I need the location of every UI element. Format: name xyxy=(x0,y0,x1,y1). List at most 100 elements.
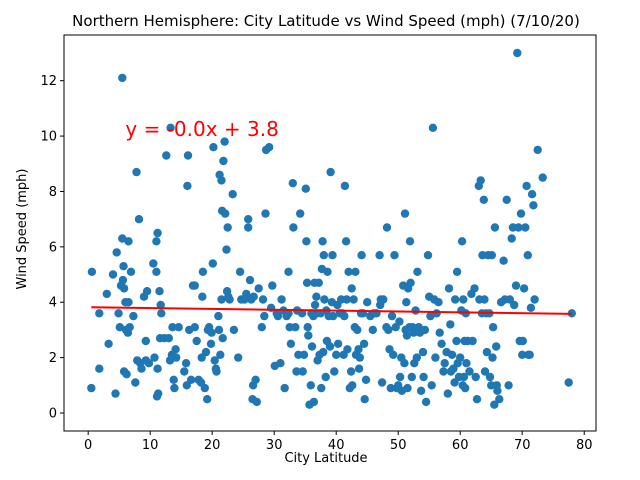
data-point xyxy=(304,331,313,340)
data-point xyxy=(444,284,454,293)
data-point xyxy=(153,364,162,373)
data-point xyxy=(291,323,300,332)
data-point xyxy=(533,145,542,155)
data-point xyxy=(521,223,530,232)
data-point xyxy=(181,359,191,368)
data-point xyxy=(413,267,422,276)
data-point xyxy=(440,359,449,368)
data-point xyxy=(312,292,321,301)
data-point xyxy=(412,353,421,362)
data-point xyxy=(487,251,496,260)
data-point xyxy=(149,259,158,268)
data-point xyxy=(203,395,212,404)
data-point xyxy=(87,383,96,393)
data-point xyxy=(411,306,420,315)
data-point xyxy=(268,281,277,290)
data-point xyxy=(124,298,133,307)
data-point xyxy=(459,372,469,382)
data-point xyxy=(245,275,255,285)
data-point xyxy=(222,245,231,254)
data-point xyxy=(299,350,309,359)
data-point xyxy=(307,342,317,351)
data-point xyxy=(286,339,296,348)
data-point xyxy=(421,397,431,407)
x-tick-label: 40 xyxy=(328,438,345,453)
data-point xyxy=(208,259,217,268)
data-point xyxy=(228,190,237,199)
data-point xyxy=(280,383,289,393)
data-point xyxy=(111,389,120,398)
data-point xyxy=(142,287,152,296)
data-point xyxy=(564,378,573,387)
data-point xyxy=(112,248,121,257)
data-point xyxy=(310,300,320,310)
data-point xyxy=(361,375,371,384)
data-point xyxy=(157,309,166,318)
data-point xyxy=(129,311,138,321)
y-tick-label: 10 xyxy=(40,130,57,145)
data-point xyxy=(212,367,221,376)
data-point xyxy=(125,323,134,332)
data-point xyxy=(406,278,415,287)
data-point xyxy=(95,364,104,373)
data-point xyxy=(156,300,165,310)
data-point xyxy=(472,395,482,404)
data-point xyxy=(513,48,522,58)
data-point xyxy=(439,367,448,376)
regression-line-path xyxy=(91,306,572,315)
data-point xyxy=(200,383,209,393)
data-point xyxy=(395,372,405,382)
data-point xyxy=(314,278,323,287)
data-point xyxy=(297,309,307,318)
data-point xyxy=(499,256,508,265)
x-axis-label: City Latitude xyxy=(284,451,367,466)
y-axis-ticks: 0 2 4 6 8 10 12 xyxy=(40,74,64,422)
data-point xyxy=(124,237,133,246)
data-point xyxy=(302,237,311,246)
chart-title: Northern Hemisphere: City Latitude vs Wi… xyxy=(72,12,580,30)
data-point xyxy=(516,209,526,218)
y-tick-label: 12 xyxy=(40,74,57,89)
data-point xyxy=(209,143,218,152)
data-point xyxy=(330,367,339,376)
data-point xyxy=(150,353,159,362)
data-point xyxy=(319,251,328,260)
data-point xyxy=(435,328,444,337)
data-point xyxy=(446,320,455,329)
data-point xyxy=(527,190,537,199)
data-point xyxy=(402,298,411,307)
data-point xyxy=(480,367,490,376)
data-point xyxy=(220,137,229,146)
data-point xyxy=(402,331,412,340)
y-tick-label: 2 xyxy=(49,351,57,366)
data-point xyxy=(206,339,216,348)
data-point xyxy=(431,353,440,362)
data-point xyxy=(289,223,298,232)
data-point xyxy=(485,372,495,382)
data-point xyxy=(346,367,356,376)
data-point xyxy=(219,156,228,166)
data-point xyxy=(395,317,404,326)
x-tick-label: 30 xyxy=(266,438,283,453)
data-point xyxy=(349,295,358,304)
data-point xyxy=(526,303,536,312)
data-point xyxy=(122,370,131,379)
data-point xyxy=(538,173,547,182)
data-point xyxy=(234,353,243,362)
x-axis-ticks: 0 10 20 30 40 50 60 70 80 xyxy=(84,431,592,453)
data-point xyxy=(132,167,141,177)
data-point xyxy=(504,381,513,390)
data-point xyxy=(284,309,293,318)
data-point xyxy=(217,295,226,304)
data-point xyxy=(432,309,441,318)
data-point xyxy=(480,295,489,304)
x-tick-label: 50 xyxy=(390,438,407,453)
data-point xyxy=(242,289,251,299)
data-point xyxy=(192,336,201,346)
data-point xyxy=(493,386,502,395)
data-point xyxy=(340,181,350,191)
data-point xyxy=(296,209,305,218)
data-point xyxy=(207,328,216,337)
data-point xyxy=(514,223,523,232)
data-point xyxy=(169,375,178,384)
